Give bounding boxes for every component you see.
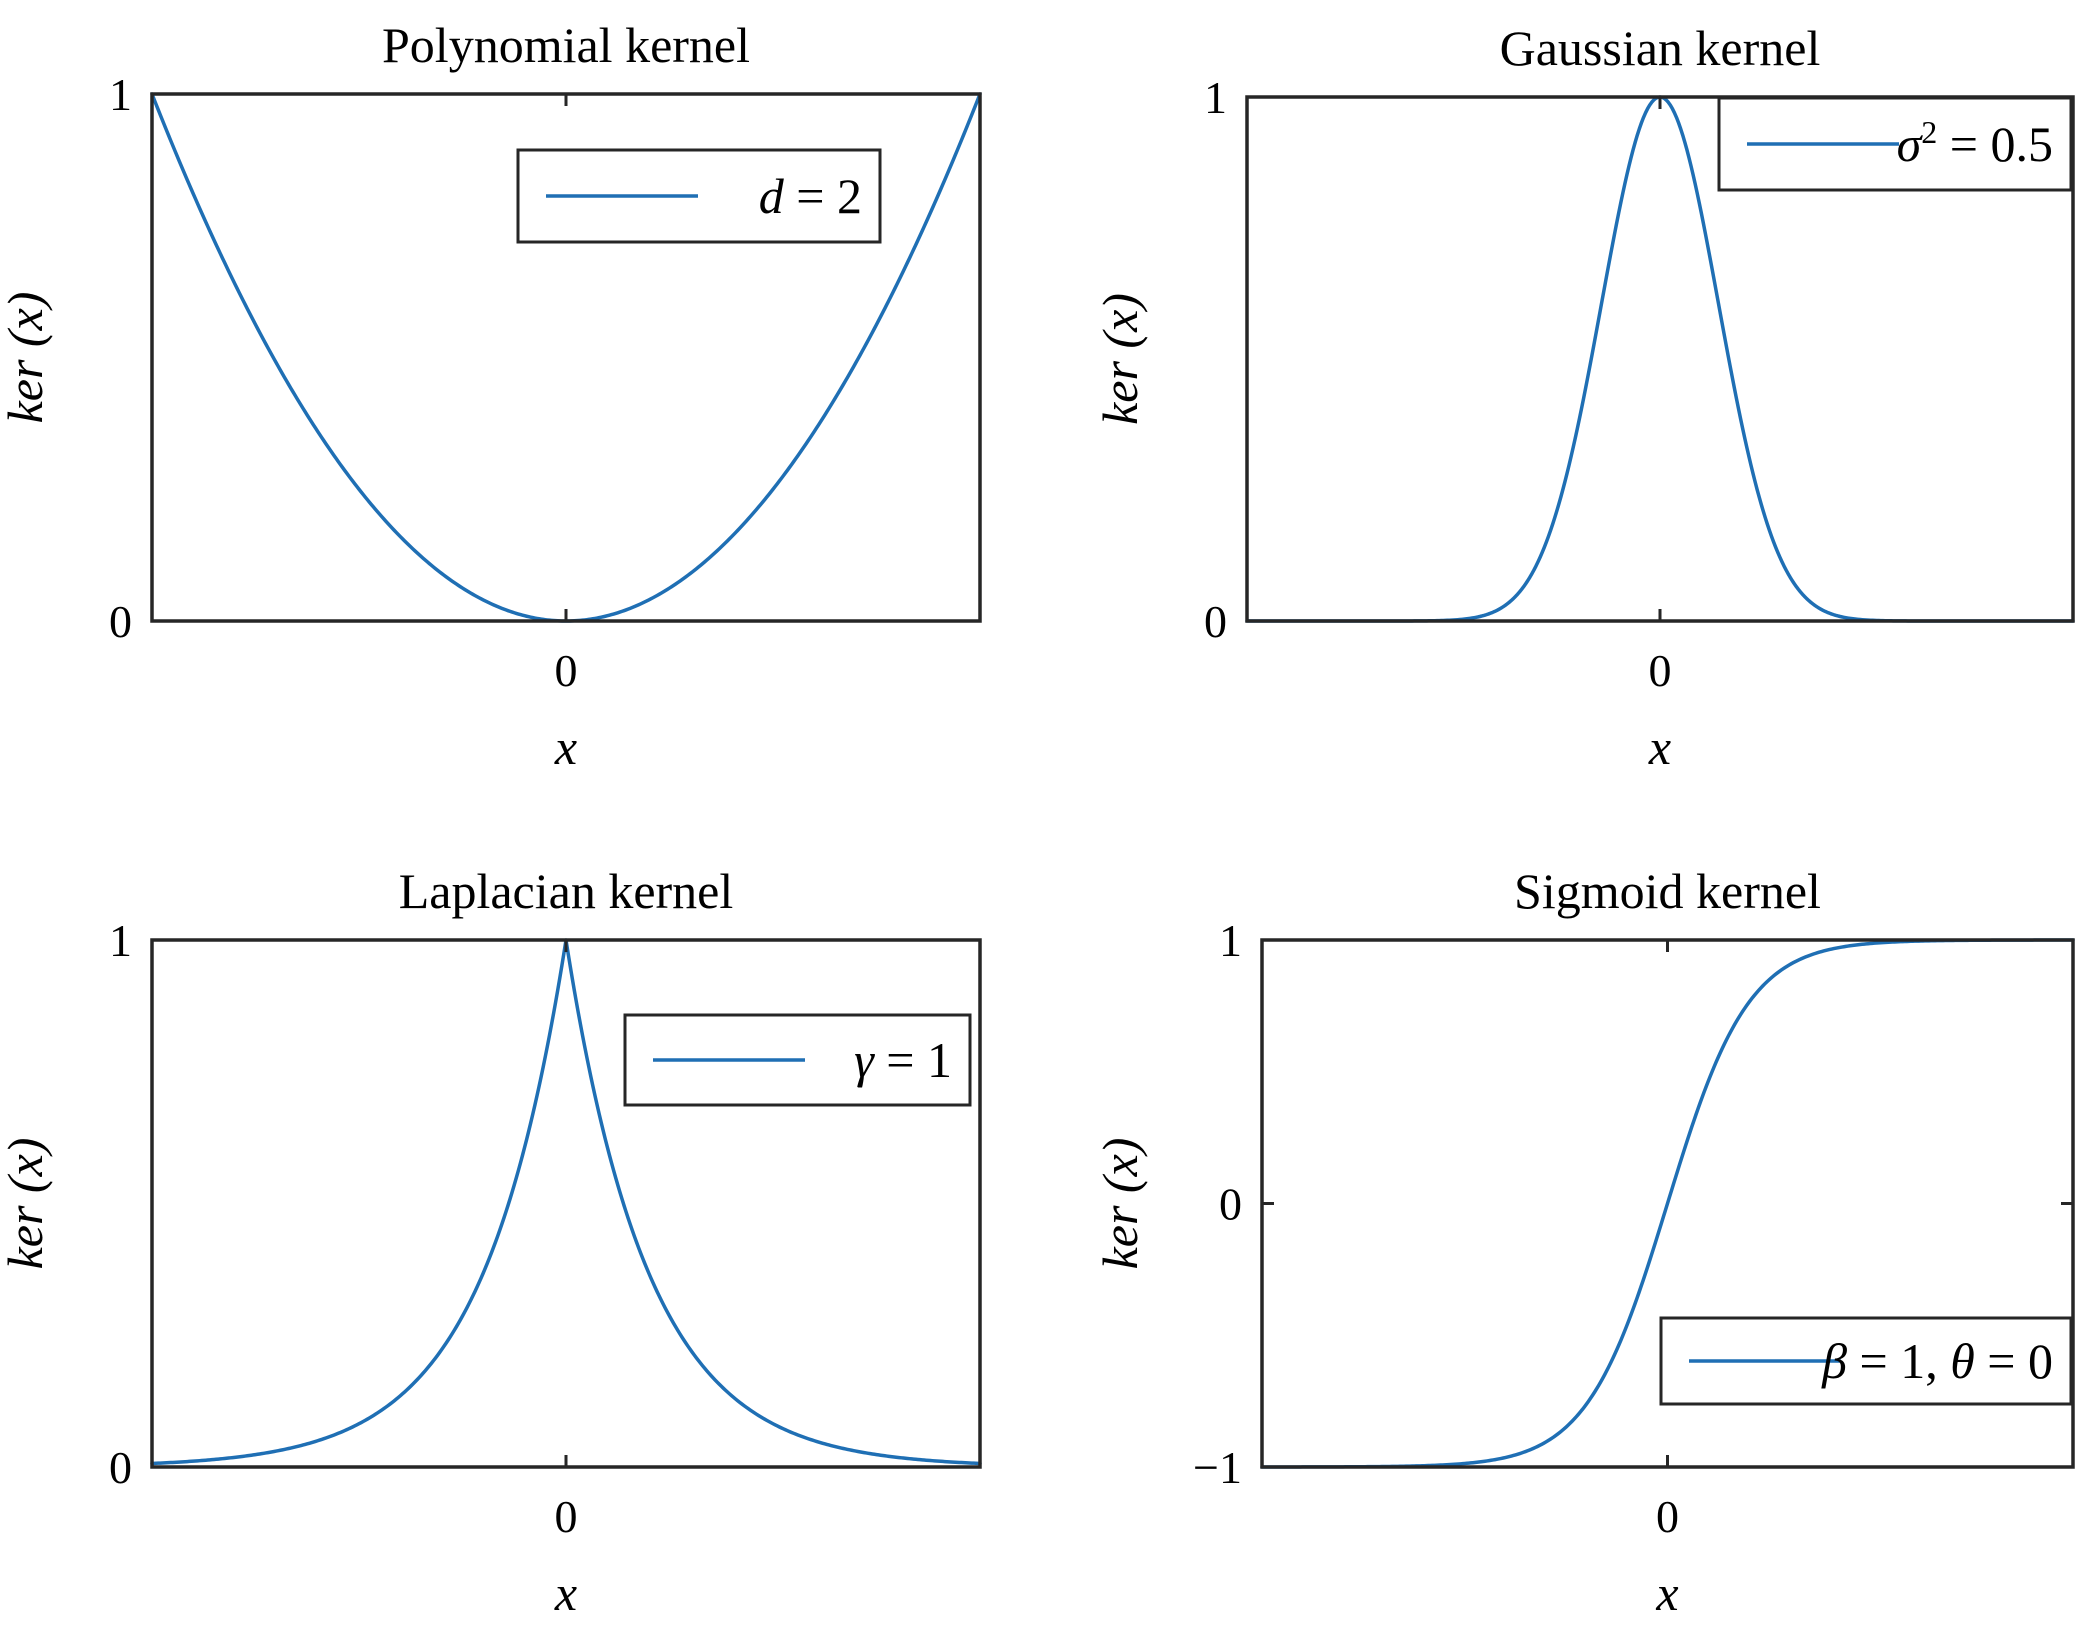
x-axis-label: x bbox=[1648, 719, 1671, 775]
y-axis-label: ker (x) bbox=[0, 292, 53, 424]
x-axis-label: x bbox=[1655, 1565, 1678, 1621]
y-axis-label: ker (x) bbox=[1092, 293, 1148, 425]
x-tick-label: 0 bbox=[1656, 1491, 1679, 1542]
y-tick-label: −1 bbox=[1193, 1442, 1242, 1493]
y-tick-label: 0 bbox=[1204, 596, 1227, 647]
subplot-title: Gaussian kernel bbox=[1500, 20, 1821, 76]
legend-label: γ = 1 bbox=[854, 1032, 952, 1088]
x-axis-label: x bbox=[554, 1565, 577, 1621]
subplot-1: Polynomial kernel 0 0 1 x ker (x) d = 2 bbox=[0, 17, 982, 775]
x-axis-label: x bbox=[554, 719, 577, 775]
legend: β = 1, θ = 0 bbox=[1659, 1316, 2073, 1406]
y-tick-label: 0 bbox=[109, 1442, 132, 1493]
legend: σ2 = 0.5 bbox=[1717, 96, 2073, 192]
y-axis-label: ker (x) bbox=[1092, 1138, 1148, 1270]
subplot-4: Sigmoid kernel 0 −1 0 1 x ker (x) β = 1, θ = 0 bbox=[1092, 863, 2075, 1621]
y-axis-label: ker (x) bbox=[0, 1138, 53, 1270]
y-tick-label: 1 bbox=[1219, 915, 1242, 966]
y-tick-label: 0 bbox=[1219, 1179, 1242, 1230]
legend-label: d = 2 bbox=[759, 168, 862, 224]
subplot-title: Sigmoid kernel bbox=[1514, 863, 1821, 919]
subplot-title: Polynomial kernel bbox=[382, 17, 750, 73]
legend-label: β = 1, θ = 0 bbox=[1821, 1333, 2053, 1389]
y-tick-label: 1 bbox=[109, 915, 132, 966]
y-tick-label: 0 bbox=[109, 596, 132, 647]
y-tick-label: 1 bbox=[1204, 72, 1227, 123]
y-tick-label: 1 bbox=[109, 69, 132, 120]
subplot-title: Laplacian kernel bbox=[399, 863, 734, 919]
legend: γ = 1 bbox=[623, 1013, 972, 1107]
x-tick-label: 0 bbox=[1649, 645, 1672, 696]
x-tick-label: 0 bbox=[555, 1491, 578, 1542]
legend-label: σ2 = 0.5 bbox=[1897, 114, 2053, 172]
x-tick-label: 0 bbox=[555, 645, 578, 696]
legend: d = 2 bbox=[516, 148, 882, 244]
subplot-3: Laplacian kernel 0 0 1 x ker (x) γ = 1 bbox=[0, 863, 982, 1621]
subplot-2: Gaussian kernel 0 0 1 x ker (x) σ2 = 0.5 bbox=[1092, 20, 2075, 775]
